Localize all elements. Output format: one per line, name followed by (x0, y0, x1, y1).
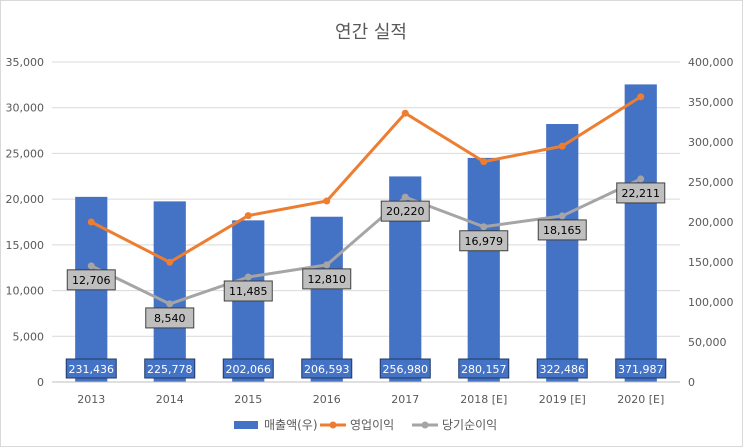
left-tick-label: 35,000 (6, 56, 45, 69)
left-tick-label: 0 (37, 376, 44, 389)
right-tick-label: 50,000 (688, 336, 727, 349)
revenue-label-box (379, 358, 431, 379)
x-axis: 2013 2014 2015 2016 2017 2018 [E] 2019 [E] 2020… (52, 381, 680, 406)
net-income-label-box (66, 269, 116, 291)
left-tick-label: 5,000 (13, 330, 45, 343)
x-tick-label: 2018 [E] (460, 393, 507, 406)
revenue-label-box (536, 358, 588, 379)
x-tick-label: 2016 (313, 393, 341, 406)
revenue-bar (546, 124, 579, 382)
revenue-data-label: 280,157 (461, 363, 507, 376)
series-point (323, 261, 331, 269)
x-tick-label: 2014 (156, 393, 184, 406)
right-tick-label: 200,000 (688, 216, 734, 229)
series-point (401, 193, 409, 201)
left-tick-label: 20,000 (6, 193, 45, 206)
left-tick-label: 30,000 (6, 102, 45, 115)
right-tick-label: 250,000 (688, 176, 734, 189)
revenue-data-label: 225,778 (147, 363, 193, 376)
series-point (637, 93, 645, 101)
x-tick-label: 2020 [E] (617, 393, 664, 406)
x-tick-label: 2013 (77, 393, 105, 406)
x-tick-label: 2015 (234, 393, 262, 406)
net-income-labels: 12,706 8,540 11,485 12,810 20,220 16,979 18,16… (66, 182, 666, 329)
series-point (558, 212, 566, 220)
right-tick-label: 0 (688, 376, 695, 389)
series-point (244, 212, 252, 220)
net-income-data-label: 8,540 (154, 312, 186, 325)
net-income-label-box (223, 280, 273, 302)
revenue-label-box (144, 358, 196, 379)
revenue-label-box (65, 358, 117, 379)
net-income-label-box (537, 219, 587, 241)
legend-label: 당기순이익 (442, 418, 497, 432)
revenue-data-label: 206,593 (304, 363, 350, 376)
legend-marker (421, 421, 429, 429)
legend-label: 영업이익 (350, 418, 394, 432)
net-income-data-label: 12,810 (308, 273, 347, 286)
series-point (323, 197, 331, 205)
legend-marker (329, 421, 337, 429)
revenue-data-label: 202,066 (226, 363, 272, 376)
revenue-data-label: 256,980 (383, 363, 429, 376)
revenue-label-box (301, 358, 353, 379)
series-point (401, 109, 409, 117)
revenue-bar (624, 84, 657, 382)
series-point (558, 142, 566, 150)
net-income-data-label: 16,979 (465, 235, 504, 248)
right-tick-label: 300,000 (688, 136, 734, 149)
revenue-bar (153, 201, 186, 382)
net-income-data-label: 20,220 (386, 205, 425, 218)
series-point (480, 223, 488, 231)
series-point (480, 158, 488, 166)
revenue-label-box (222, 358, 274, 379)
net-income-label-box (616, 182, 666, 204)
right-axis: 0 50,000 100,000 150,000 200,000 250,000 300,0… (688, 56, 734, 389)
right-tick-label: 350,000 (688, 96, 734, 109)
legend-label: 매출액(우) (264, 418, 318, 432)
net-income-data-label: 11,485 (229, 285, 268, 298)
net-income-label-box (302, 268, 352, 290)
left-tick-label: 10,000 (6, 285, 45, 298)
revenue-bar-labels: 231,436 225,778 202,066 206,593 256,980 280,1… (65, 358, 667, 379)
revenue-label-box (458, 358, 510, 379)
right-tick-label: 400,000 (688, 56, 734, 69)
revenue-data-label: 322,486 (540, 363, 586, 376)
revenue-data-label: 231,436 (69, 363, 115, 376)
series-point (87, 218, 95, 226)
revenue-bar (310, 216, 343, 382)
revenue-label-box (615, 358, 667, 379)
left-axis: 0 5,000 10,000 15,000 20,000 25,000 30,000 35,0… (6, 56, 45, 389)
series-point (166, 258, 174, 266)
series-point (244, 273, 252, 281)
series-point (166, 300, 174, 308)
chart-title: 연간 실적 (335, 22, 407, 43)
series-point (87, 262, 95, 270)
net-income-data-label: 12,706 (72, 274, 111, 287)
series-line (90, 95, 642, 264)
revenue-bars (75, 84, 657, 382)
net-income-label-box (459, 230, 509, 252)
net-income-label-box (380, 200, 430, 222)
revenue-bar (467, 157, 500, 382)
legend-swatch (234, 421, 258, 429)
x-tick-label: 2017 (391, 393, 419, 406)
right-tick-label: 150,000 (688, 256, 734, 269)
net-income-data-label: 22,211 (622, 187, 661, 200)
net-income-label-box (145, 307, 195, 329)
series-point (637, 175, 645, 183)
left-tick-label: 15,000 (6, 239, 45, 252)
right-tick-label: 100,000 (688, 296, 734, 309)
left-tick-label: 25,000 (6, 147, 45, 160)
profit-lines (87, 93, 645, 308)
x-tick-label: 2019 [E] (539, 393, 586, 406)
legend: 매출액(우) 영업이익 당기순이익 (234, 418, 497, 432)
revenue-data-label: 371,987 (618, 363, 664, 376)
series-line (90, 177, 642, 306)
net-income-data-label: 18,165 (543, 224, 582, 237)
